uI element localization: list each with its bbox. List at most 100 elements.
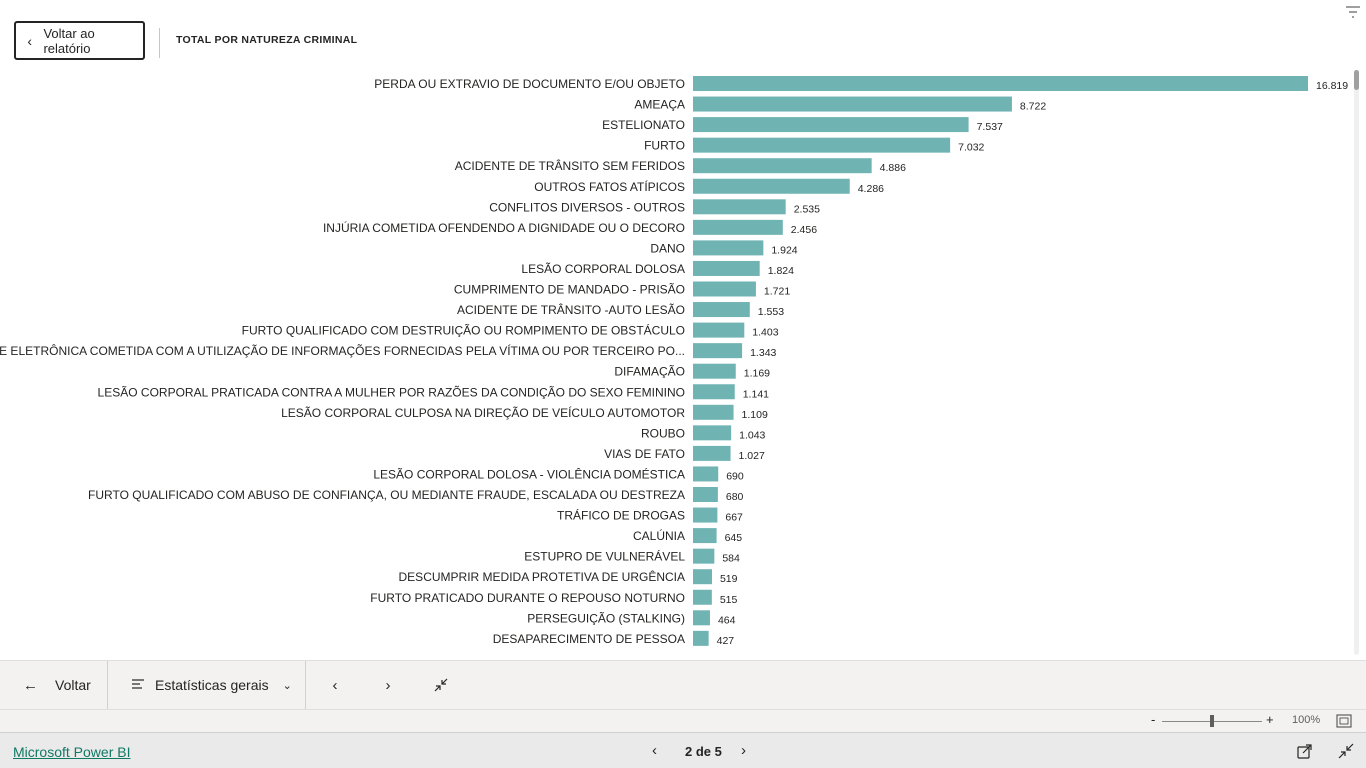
bar[interactable] bbox=[693, 610, 710, 626]
bar[interactable] bbox=[693, 302, 750, 318]
footer-bar: Microsoft Power BI ‹ 2 de 5 › bbox=[0, 732, 1366, 768]
collapse-button[interactable] bbox=[431, 661, 451, 709]
footer-prev-page-button[interactable]: ‹ bbox=[652, 742, 657, 759]
zoom-out-button[interactable]: - bbox=[1151, 712, 1156, 727]
scrollbar-thumb[interactable] bbox=[1354, 70, 1359, 90]
data-label: 427 bbox=[717, 635, 735, 647]
bar[interactable] bbox=[693, 240, 764, 256]
chart-title: TOTAL POR NATUREZA CRIMINAL bbox=[176, 34, 358, 46]
data-label: 519 bbox=[720, 573, 738, 585]
prev-page-button[interactable]: ‹ bbox=[325, 661, 345, 709]
zoom-in-button[interactable]: + bbox=[1266, 712, 1274, 727]
category-label: DESCUMPRIR MEDIDA PROTETIVA DE URGÊNCIA bbox=[399, 569, 685, 584]
data-label: 1.403 bbox=[752, 327, 778, 339]
data-label: 7.032 bbox=[958, 142, 984, 154]
bar[interactable] bbox=[693, 589, 712, 605]
category-label: ACIDENTE DE TRÂNSITO SEM FERIDOS bbox=[455, 158, 685, 173]
category-label: DIFAMAÇÃO bbox=[614, 365, 685, 379]
category-label: CALÚNIA bbox=[633, 528, 685, 543]
category-label: LESÃO CORPORAL CULPOSA NA DIREÇÃO DE VEÍ… bbox=[281, 405, 685, 420]
bar[interactable] bbox=[693, 487, 718, 502]
category-label: VIAS DE FATO bbox=[604, 447, 685, 461]
bar[interactable] bbox=[693, 281, 756, 297]
bar[interactable] bbox=[693, 363, 736, 379]
zoom-level: 100% bbox=[1292, 714, 1321, 726]
category-label: ESTELIONATO bbox=[602, 118, 685, 132]
filter-icon[interactable] bbox=[1344, 4, 1362, 20]
bar[interactable] bbox=[693, 569, 712, 585]
bar[interactable] bbox=[693, 76, 1308, 91]
scrollbar-track[interactable] bbox=[1354, 70, 1359, 655]
bar[interactable] bbox=[693, 199, 786, 215]
data-label: 1.141 bbox=[743, 388, 769, 400]
bar[interactable] bbox=[693, 219, 783, 235]
next-page-button[interactable]: › bbox=[378, 661, 398, 709]
power-bi-link[interactable]: Microsoft Power BI bbox=[13, 744, 131, 760]
bar[interactable] bbox=[693, 528, 717, 544]
data-label: 584 bbox=[722, 553, 740, 565]
zoom-bar: - + 100% bbox=[0, 709, 1366, 732]
pages-dropdown[interactable]: Estatísticas gerais ⌄ bbox=[108, 661, 306, 709]
bar-chart: PERDA OU EXTRAVIO DE DOCUMENTO E/OU OBJE… bbox=[0, 76, 1348, 647]
nav-back-label: Voltar bbox=[55, 677, 91, 693]
bar[interactable] bbox=[693, 117, 969, 133]
bar[interactable] bbox=[693, 425, 732, 441]
collapse-icon bbox=[434, 678, 448, 692]
chevron-left-icon: ‹ bbox=[332, 676, 338, 694]
data-label: 8.722 bbox=[1020, 101, 1046, 113]
category-label: LESÃO CORPORAL PRATICADA CONTRA A MULHER… bbox=[98, 384, 685, 399]
zoom-slider-thumb[interactable] bbox=[1210, 715, 1214, 727]
share-icon[interactable] bbox=[1297, 743, 1313, 759]
title-divider bbox=[159, 28, 160, 58]
data-label: 2.535 bbox=[794, 203, 820, 215]
category-label: FURTO PRATICADO DURANTE O REPOUSO NOTURN… bbox=[370, 591, 685, 605]
category-label: FURTO QUALIFICADO COM ABUSO DE CONFIANÇA… bbox=[88, 488, 685, 502]
data-label: 1.027 bbox=[739, 450, 765, 462]
page-navigation-bar: ← Voltar Estatísticas gerais ⌄ ‹ › bbox=[0, 660, 1366, 709]
category-label: FURTO QUALIFICADO COM DESTRUIÇÃO OU ROMP… bbox=[242, 323, 685, 338]
data-label: 645 bbox=[725, 532, 743, 544]
bar[interactable] bbox=[693, 404, 734, 420]
data-label: 4.286 bbox=[858, 183, 884, 195]
bar[interactable] bbox=[693, 260, 760, 276]
chevron-right-icon: › bbox=[385, 676, 391, 694]
bar[interactable] bbox=[693, 548, 715, 564]
bar[interactable] bbox=[693, 322, 745, 338]
category-label: CUMPRIMENTO DE MANDADO - PRISÃO bbox=[454, 283, 685, 297]
fit-to-page-icon[interactable] bbox=[1336, 714, 1352, 728]
footer-next-page-button[interactable]: › bbox=[741, 742, 746, 759]
data-label: 464 bbox=[718, 614, 736, 626]
data-label: 1.169 bbox=[744, 368, 770, 380]
bar[interactable] bbox=[693, 466, 719, 482]
bar[interactable] bbox=[693, 343, 743, 359]
collapse-fullscreen-icon[interactable] bbox=[1338, 743, 1354, 759]
category-label: LESÃO CORPORAL DOLOSA - VIOLÊNCIA DOMÉST… bbox=[373, 466, 685, 481]
data-label: 1.553 bbox=[758, 306, 784, 318]
bar[interactable] bbox=[693, 158, 872, 174]
bar[interactable] bbox=[693, 384, 735, 400]
category-label: ROUBO bbox=[641, 426, 685, 440]
data-label: 690 bbox=[726, 470, 744, 482]
bar[interactable] bbox=[693, 137, 951, 153]
data-label: 1.924 bbox=[771, 244, 797, 256]
nav-back-button[interactable]: ← Voltar bbox=[0, 661, 108, 709]
data-label: 1.043 bbox=[739, 429, 765, 441]
bar[interactable] bbox=[693, 507, 718, 523]
back-to-report-label: Voltar ao relatório bbox=[43, 25, 95, 56]
category-label: ESTUPRO DE VULNERÁVEL bbox=[524, 549, 685, 564]
page-indicator: 2 de 5 bbox=[685, 744, 722, 759]
chevron-left-icon: ‹ bbox=[27, 32, 33, 49]
category-label: ACIDENTE DE TRÂNSITO -AUTO LESÃO bbox=[457, 302, 685, 317]
bar[interactable] bbox=[693, 630, 709, 646]
bar[interactable] bbox=[693, 445, 731, 461]
back-to-report-button[interactable]: ‹ Voltar ao relatório bbox=[14, 21, 145, 60]
data-label: 1.109 bbox=[742, 409, 768, 421]
data-label: 4.886 bbox=[880, 162, 906, 174]
category-label: FRAUDE ELETRÔNICA COMETIDA COM A UTILIZA… bbox=[0, 343, 685, 358]
category-label: CONFLITOS DIVERSOS - OUTROS bbox=[489, 200, 685, 214]
bar[interactable] bbox=[693, 96, 1012, 112]
arrow-left-icon: ← bbox=[23, 676, 38, 694]
bar[interactable] bbox=[693, 178, 850, 194]
report-canvas: ‹ Voltar ao relatório TOTAL POR NATUREZA… bbox=[0, 4, 1362, 655]
data-label: 1.721 bbox=[764, 286, 790, 298]
